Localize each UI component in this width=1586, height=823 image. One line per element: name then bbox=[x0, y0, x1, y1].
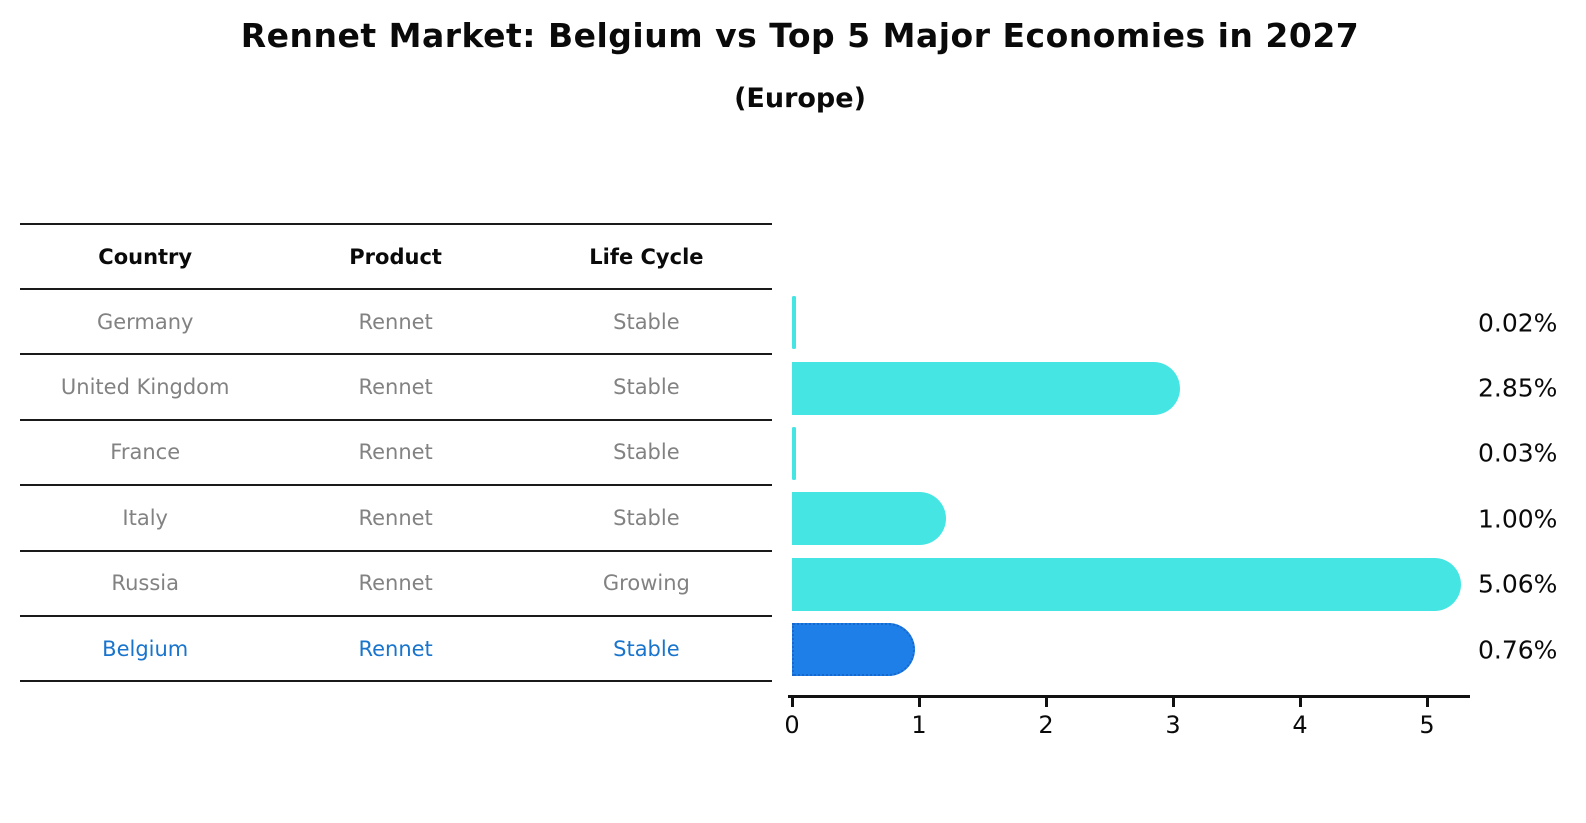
bar-france bbox=[792, 426, 796, 480]
x-tick bbox=[1172, 697, 1175, 707]
x-tick bbox=[1045, 697, 1048, 707]
bar-row: 0.76% bbox=[792, 617, 1586, 682]
cell-country: United Kingdom bbox=[60, 375, 230, 400]
x-tick-label: 5 bbox=[1419, 711, 1435, 739]
x-tick-label: 4 bbox=[1292, 711, 1308, 739]
cell-life-cycle: Stable bbox=[613, 505, 680, 530]
cell-country: Belgium bbox=[102, 636, 189, 661]
column-header-country: Country bbox=[98, 244, 193, 269]
cell-life-cycle: Stable bbox=[613, 375, 680, 400]
x-tick-label: 1 bbox=[911, 711, 927, 739]
value-label: 0.76% bbox=[1478, 635, 1558, 665]
table-row: United Kingdom Rennet Stable bbox=[20, 355, 772, 421]
cell-product: Rennet bbox=[358, 636, 433, 661]
cell-country: Russia bbox=[111, 571, 179, 596]
cell-life-cycle: Stable bbox=[613, 309, 680, 334]
x-tick bbox=[1299, 697, 1302, 707]
cell-life-cycle: Stable bbox=[613, 440, 680, 465]
cell-product: Rennet bbox=[358, 375, 433, 400]
table-row: Russia Rennet Growing bbox=[20, 552, 772, 617]
table-row-belgium-highlight: Belgium Rennet Stable bbox=[20, 617, 772, 683]
chart-subtitle: (Europe) bbox=[734, 83, 866, 114]
column-header-product: Product bbox=[349, 244, 442, 269]
bar-row: 5.06% bbox=[792, 552, 1586, 617]
x-axis-line bbox=[788, 695, 1470, 698]
x-tick-label: 0 bbox=[784, 711, 800, 739]
value-label: 0.02% bbox=[1478, 308, 1558, 338]
bar-russia bbox=[792, 557, 1462, 611]
bar-row: 2.85% bbox=[792, 355, 1586, 420]
bar-united-kingdom bbox=[792, 361, 1181, 415]
cell-life-cycle: Growing bbox=[602, 571, 690, 596]
x-tick-label: 2 bbox=[1038, 711, 1054, 739]
bar-belgium-highlight bbox=[792, 623, 916, 677]
cell-country: Italy bbox=[122, 505, 168, 530]
value-label: 2.85% bbox=[1478, 373, 1558, 403]
table-row: France Rennet Stable bbox=[20, 421, 772, 487]
cell-product: Rennet bbox=[358, 440, 433, 465]
x-tick bbox=[918, 697, 921, 707]
cell-product: Rennet bbox=[358, 309, 433, 334]
cell-country: France bbox=[110, 440, 181, 465]
bar-row: 0.03% bbox=[792, 421, 1586, 486]
x-tick bbox=[791, 697, 794, 707]
country-table: Country Product Life Cycle Germany Renne… bbox=[20, 223, 772, 683]
x-tick bbox=[1426, 697, 1429, 707]
column-header-life-cycle: Life Cycle bbox=[589, 244, 704, 269]
chart-title: Rennet Market: Belgium vs Top 5 Major Ec… bbox=[240, 16, 1360, 55]
bar-italy bbox=[792, 492, 946, 546]
value-label: 1.00% bbox=[1478, 504, 1558, 534]
value-label: 5.06% bbox=[1478, 569, 1558, 599]
cell-life-cycle: Stable bbox=[613, 636, 680, 661]
cell-country: Germany bbox=[96, 309, 194, 334]
bar-row: 1.00% bbox=[792, 486, 1586, 551]
x-axis: 0 1 2 3 4 5 bbox=[784, 695, 1492, 755]
cell-product: Rennet bbox=[358, 505, 433, 530]
bar-row: 0.02% bbox=[792, 290, 1586, 355]
cell-product: Rennet bbox=[358, 571, 433, 596]
value-label: 0.03% bbox=[1478, 438, 1558, 468]
table-row: Germany Rennet Stable bbox=[20, 290, 772, 356]
table-row: Italy Rennet Stable bbox=[20, 486, 772, 552]
table-header-row: Country Product Life Cycle bbox=[20, 223, 772, 290]
x-tick-label: 3 bbox=[1165, 711, 1181, 739]
bar-chart: 0.02% 2.85% 0.03% 1.00% 5.06% 0.76% bbox=[792, 290, 1586, 683]
bar-germany bbox=[792, 296, 796, 350]
